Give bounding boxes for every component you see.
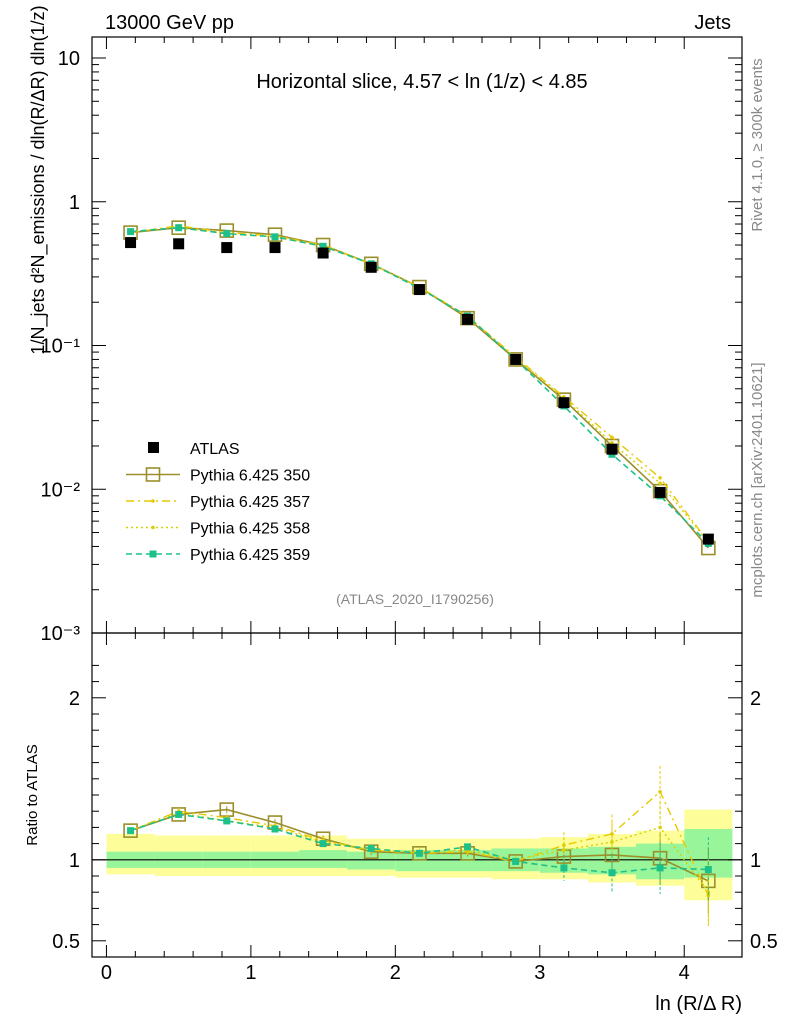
data-point	[610, 435, 614, 440]
main-series	[123, 220, 716, 556]
ratio-tick-label: 1	[750, 850, 761, 872]
data-point	[127, 827, 135, 835]
y-tick-label: 10	[58, 48, 80, 70]
data-point	[175, 224, 183, 232]
analysis-id: (ATLAS_2020_I1790256)	[336, 591, 494, 607]
data-point	[606, 443, 618, 455]
data-point	[658, 825, 662, 830]
legend-entry: ATLAS	[190, 441, 240, 458]
band-inner	[299, 850, 348, 868]
data-point	[123, 823, 138, 838]
data-point	[560, 864, 568, 872]
data-point	[658, 476, 662, 480]
y-tick-label: 1	[69, 192, 80, 214]
data-point	[271, 825, 279, 833]
legend-entry: Pythia 6.425 359	[190, 547, 310, 564]
y-tick-label: 10⁻¹	[41, 336, 81, 358]
jets-label: Jets	[694, 12, 731, 34]
ratio-tick-label: 0.5	[750, 931, 778, 953]
x-tick-label: 3	[534, 962, 545, 984]
data-point	[271, 233, 279, 241]
ratio-tick-label: 1	[69, 850, 80, 872]
data-point	[127, 228, 135, 236]
main-y-axis-label: 1/N_jets d²N_emissions / dln(R/ΔR) dln(1…	[28, 5, 49, 354]
x-tick-label: 1	[245, 962, 256, 984]
data-point	[656, 864, 664, 872]
data-point	[608, 869, 616, 877]
legend: ATLAS Pythia 6.425 350 Pythia 6.425 357 Pyt…	[126, 441, 310, 564]
legend-entry: Pythia 6.425 350	[190, 468, 310, 485]
data-point	[223, 817, 231, 825]
data-point	[223, 230, 231, 238]
data-point	[125, 237, 137, 249]
data-point	[151, 499, 155, 503]
x-tick-label: 0	[101, 962, 112, 984]
x-tick-label: 2	[390, 962, 401, 984]
slice-title: Horizontal slice, 4.57 < ln (1/z) < 4.85	[256, 71, 587, 93]
x-axis-label: ln (R/Δ R)	[655, 993, 742, 1015]
data-point	[702, 533, 714, 545]
data-point	[145, 467, 161, 482]
data-point	[658, 481, 662, 486]
data-point	[171, 807, 186, 822]
y-tick-label: 10⁻³	[41, 623, 81, 645]
data-point	[704, 866, 712, 874]
data-point	[365, 261, 377, 273]
ratio-tick-label: 2	[750, 688, 761, 710]
data-point	[175, 810, 183, 818]
data-point	[149, 550, 157, 558]
data-point	[562, 843, 566, 848]
legend-entry: Pythia 6.425 358	[190, 521, 310, 538]
data-point	[658, 789, 662, 794]
ratio-tick-label: 2	[69, 688, 80, 710]
data-point	[319, 840, 327, 848]
data-point	[562, 848, 566, 852]
y-tick-label: 10⁻²	[41, 479, 81, 501]
ratio-series	[123, 765, 716, 928]
data-point	[512, 857, 520, 865]
data-point	[464, 843, 472, 851]
band-inner	[347, 851, 396, 870]
data-point	[510, 353, 522, 365]
data-point	[317, 247, 329, 259]
ratio-y-axis-label: Ratio to ATLAS	[24, 744, 41, 845]
data-point	[173, 238, 185, 250]
data-point	[508, 352, 523, 367]
data-point	[654, 486, 666, 498]
data-point	[558, 397, 570, 409]
legend-entry: Pythia 6.425 357	[190, 494, 310, 511]
data-point	[367, 844, 375, 852]
ratio-plot-frame	[91, 632, 743, 958]
legend-marker	[148, 442, 159, 453]
data-point	[221, 242, 233, 254]
rivet-label: Rivet 4.1.0, ≥ 300k events	[749, 58, 766, 231]
axis-ticks: 0 1 2 3 4 10⁻³ 10⁻² 10⁻¹ 1 10 0.5 0.5 1 1 2 2	[41, 37, 778, 984]
mcplots-label: mcplots.cern.ch [arXiv:2401.10621]	[749, 362, 766, 597]
main-plot-frame	[91, 36, 743, 634]
data-point	[269, 242, 281, 254]
data-point	[319, 242, 327, 250]
data-point	[151, 525, 155, 530]
data-point	[462, 313, 474, 325]
ratio-tick-label: 0.5	[52, 931, 80, 953]
data-point	[508, 854, 523, 869]
data-point	[413, 284, 425, 296]
energy-label: 13000 GeV pp	[105, 12, 234, 34]
x-tick-label: 4	[679, 962, 690, 984]
data-point	[415, 849, 423, 857]
data-point	[610, 840, 614, 844]
